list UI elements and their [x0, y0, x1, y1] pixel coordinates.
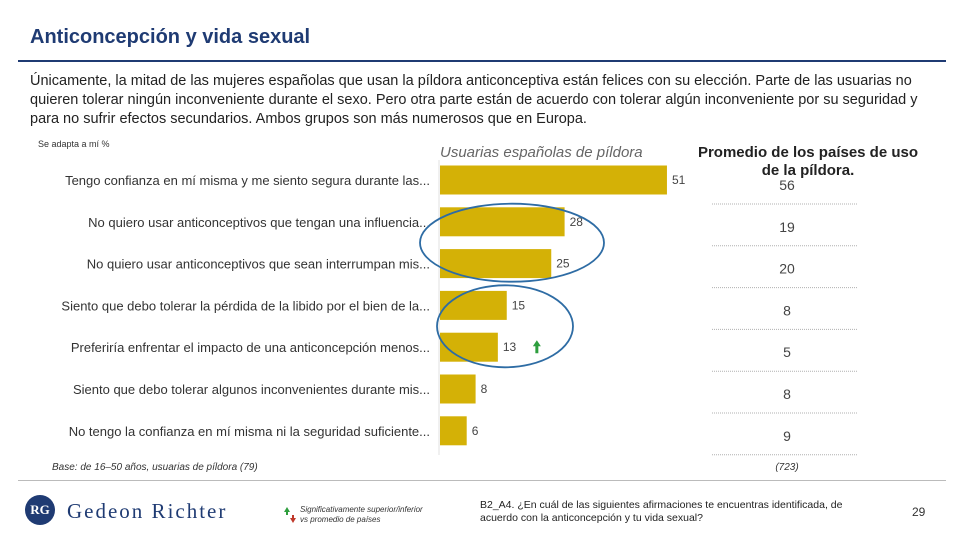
arrow-up-icon: [284, 507, 290, 515]
category-label: Siento que debo tolerar algunos inconven…: [73, 382, 430, 397]
arrow-down-icon: [290, 515, 296, 523]
category-label: No tengo la confianza en mí misma ni la …: [69, 424, 430, 439]
category-label: Tengo confianza en mí misma y me siento …: [65, 173, 430, 188]
chart-note: Se adapta a mí %: [38, 139, 110, 149]
bar-value-label: 8: [481, 382, 488, 396]
category-label: Siento que debo tolerar la pérdida de la…: [61, 298, 430, 313]
bar-value-label: 51: [672, 173, 686, 187]
average-value-label: 8: [783, 386, 791, 402]
highlight-ellipse-1: [419, 202, 605, 283]
intro-paragraph: Únicamente, la mitad de las mujeres espa…: [30, 73, 918, 127]
bar-value-label: 28: [570, 215, 584, 229]
category-label: No quiero usar anticonceptivos que tenga…: [88, 215, 430, 230]
title-divider: [18, 60, 946, 62]
bar-value-label: 25: [556, 257, 570, 271]
bar-value-label: 15: [512, 298, 526, 312]
average-value-label: 5: [783, 344, 791, 360]
bar: [440, 332, 498, 362]
bar: [440, 207, 565, 237]
category-label: Preferiría enfrentar el impacto de una a…: [71, 340, 430, 355]
average-value-label: 9: [783, 428, 791, 444]
bar: [440, 165, 667, 195]
bar: [440, 249, 552, 279]
survey-question: B2_A4. ¿En cuál de las siguientes afirma…: [480, 499, 843, 524]
bar: [440, 416, 467, 446]
average-header: Promedio de los países de uso de la píld…: [697, 144, 919, 179]
footer-divider: [18, 480, 946, 481]
significance-legend: Significativamente superior/inferior vs …: [300, 505, 423, 525]
average-value-label: 19: [779, 219, 795, 235]
logo-wordmark: Gedeon Richter: [67, 499, 228, 523]
category-label: No quiero usar anticonceptivos que sean …: [87, 257, 430, 272]
bar-value-label: 13: [503, 340, 517, 354]
average-value-label: 56: [779, 177, 795, 193]
significance-up-icon: [532, 340, 541, 354]
significance-arrows-icon: [284, 507, 296, 523]
page-title: Anticoncepción y vida sexual: [30, 26, 311, 48]
page-number: 29: [912, 505, 926, 519]
bar-value-label: 6: [472, 424, 479, 438]
company-logo: RG Gedeon Richter: [25, 495, 270, 531]
bar: [440, 374, 476, 404]
average-sample-size: (723): [775, 462, 799, 473]
bar: [440, 290, 507, 320]
legend-line-2: vs promedio de países: [300, 515, 381, 524]
series-header: Usuarias españolas de píldora: [440, 144, 643, 161]
legend-line-1: Significativamente superior/inferior: [300, 505, 423, 514]
highlight-ellipse-2: [436, 284, 574, 369]
average-value-label: 20: [779, 261, 795, 277]
logo-emblem-icon: RG: [25, 495, 55, 525]
average-value-label: 8: [783, 302, 791, 318]
base-note: Base: de 16–50 años, usuarias de píldora…: [52, 462, 258, 473]
